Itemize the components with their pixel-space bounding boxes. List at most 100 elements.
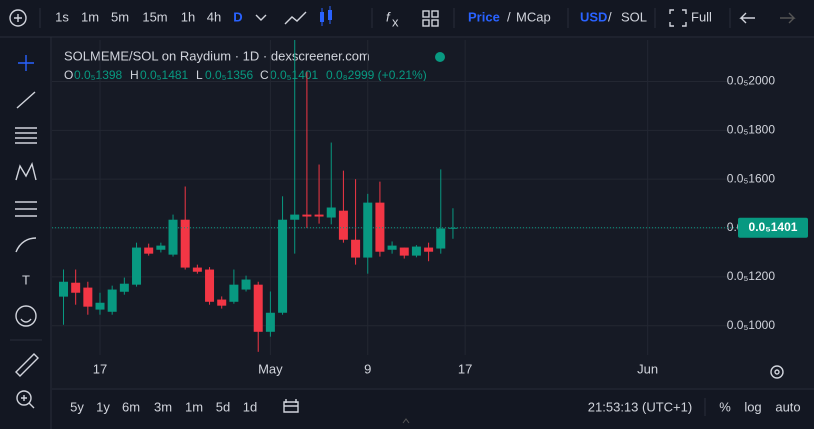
interval-button[interactable]: 5m bbox=[111, 9, 129, 24]
legend-value: 0.0₅1481 bbox=[140, 68, 189, 82]
legend-value: 0.0₅1356 bbox=[205, 68, 254, 82]
mcap-toggle[interactable]: MCap bbox=[516, 9, 551, 24]
legend-label: L bbox=[196, 68, 203, 82]
candle-body bbox=[278, 219, 288, 313]
auto-toggle[interactable]: auto bbox=[775, 399, 800, 414]
range-button[interactable]: 1d bbox=[243, 399, 257, 414]
candle-body bbox=[363, 202, 373, 258]
candle-body bbox=[314, 214, 324, 217]
redo-icon[interactable] bbox=[780, 12, 796, 24]
candle-body bbox=[83, 287, 93, 307]
candle-body bbox=[411, 246, 421, 256]
brush-tool[interactable] bbox=[15, 237, 37, 253]
range-button[interactable]: 6m bbox=[122, 399, 140, 414]
x-tick-label: 17 bbox=[458, 361, 472, 376]
candle-body bbox=[302, 214, 312, 217]
fullscreen-icon[interactable] bbox=[669, 9, 687, 27]
indicator-icon[interactable]: f bbox=[386, 9, 391, 24]
range-button[interactable]: 5d bbox=[216, 399, 230, 414]
prediction-tool[interactable] bbox=[15, 201, 37, 217]
chart-pane bbox=[52, 38, 814, 388]
text-tool[interactable]: T bbox=[22, 272, 30, 287]
range-button[interactable]: 1y bbox=[96, 399, 110, 414]
last-price-label: 0.0₅1401 bbox=[749, 220, 798, 234]
plot: 0.0₅10000.0₅12000.0₅14000.0₅16000.0₅1800… bbox=[52, 40, 808, 376]
candle-body bbox=[338, 210, 348, 240]
undo-icon[interactable] bbox=[739, 12, 755, 24]
x-tick-label: 9 bbox=[364, 361, 371, 376]
x-tick-label: 17 bbox=[93, 361, 107, 376]
interval-button[interactable]: 1s bbox=[55, 9, 69, 24]
candle-body bbox=[144, 247, 154, 254]
sol-toggle[interactable]: SOL bbox=[621, 9, 647, 24]
candle-body bbox=[448, 227, 458, 229]
clock: 21:53:13 (UTC+1) bbox=[588, 399, 692, 414]
legend-label: O bbox=[64, 68, 73, 82]
percent-toggle[interactable]: % bbox=[719, 399, 731, 414]
candle-body bbox=[71, 282, 81, 293]
interval-button[interactable]: 4h bbox=[207, 9, 221, 24]
price-toggle[interactable]: Price bbox=[468, 9, 500, 24]
zoom-tool[interactable] bbox=[16, 390, 35, 409]
slash: / bbox=[507, 9, 511, 24]
fib-tool[interactable] bbox=[15, 127, 37, 144]
dropdown-icon[interactable] bbox=[255, 14, 267, 21]
candle-body bbox=[132, 247, 142, 285]
range-button[interactable]: 5y bbox=[70, 399, 84, 414]
legend-label: H bbox=[130, 68, 139, 82]
candle-body bbox=[107, 289, 117, 312]
interval-button[interactable]: 1h bbox=[181, 9, 195, 24]
candle-body bbox=[375, 202, 385, 252]
legend-change: 0.0₈2999 (+0.21%) bbox=[326, 68, 427, 82]
interval-button[interactable]: 1m bbox=[81, 9, 99, 24]
usd-toggle[interactable]: USD bbox=[580, 9, 607, 24]
settings-icon[interactable] bbox=[770, 365, 784, 379]
candle-body bbox=[156, 245, 166, 250]
last-price-badge bbox=[738, 217, 808, 238]
candle-body bbox=[241, 279, 251, 290]
log-toggle[interactable]: log bbox=[744, 399, 761, 414]
x-tick-label: Jun bbox=[637, 361, 658, 376]
candle-body bbox=[180, 219, 190, 268]
interval-button[interactable]: 15m bbox=[142, 9, 167, 24]
candle-body bbox=[290, 214, 300, 220]
candle-icon[interactable] bbox=[320, 6, 332, 26]
range-button[interactable]: 1m bbox=[185, 399, 203, 414]
y-tick-label: 0.0₅1000 bbox=[727, 318, 776, 332]
candle-body bbox=[436, 228, 446, 249]
candle-body bbox=[95, 302, 105, 310]
candle-body bbox=[265, 312, 275, 332]
x-tick-label: May bbox=[258, 361, 283, 376]
indicator-icon[interactable]: x bbox=[392, 14, 399, 29]
candle-body bbox=[168, 219, 178, 255]
candle-body bbox=[326, 207, 336, 218]
slash: / bbox=[608, 9, 612, 24]
ruler-tool[interactable] bbox=[15, 353, 39, 377]
candle-body bbox=[205, 269, 215, 302]
legend-value: 0.0₅1398 bbox=[74, 68, 123, 82]
y-tick-label: 0.0₅1200 bbox=[727, 269, 776, 283]
crosshair-tool[interactable] bbox=[18, 55, 34, 71]
candle-body bbox=[351, 239, 361, 258]
full-button[interactable]: Full bbox=[691, 9, 712, 24]
layout-icon[interactable] bbox=[422, 10, 439, 27]
y-tick-label: 0.0₅1600 bbox=[727, 171, 776, 185]
range-button[interactable]: 3m bbox=[154, 399, 172, 414]
status-dot bbox=[435, 52, 445, 62]
candle-body bbox=[229, 284, 239, 302]
candle-body bbox=[424, 247, 434, 252]
date-range-icon[interactable] bbox=[283, 399, 299, 413]
y-tick-label: 0.0₅1800 bbox=[727, 123, 776, 137]
pattern-tool[interactable] bbox=[15, 161, 37, 181]
y-tick-label: 0.0₅2000 bbox=[727, 74, 776, 88]
emoji-tool[interactable] bbox=[15, 305, 37, 327]
collapse-handle[interactable] bbox=[402, 418, 410, 424]
add-symbol-icon[interactable] bbox=[9, 9, 27, 27]
trendline-tool[interactable] bbox=[16, 91, 36, 109]
candle-body bbox=[387, 245, 397, 250]
line-chart-icon[interactable] bbox=[284, 11, 307, 25]
interval-button[interactable]: D bbox=[233, 9, 242, 24]
chart-title: SOLMEME/SOL on Raydium · 1D · dexscreene… bbox=[64, 48, 370, 63]
candle-body bbox=[119, 283, 129, 292]
